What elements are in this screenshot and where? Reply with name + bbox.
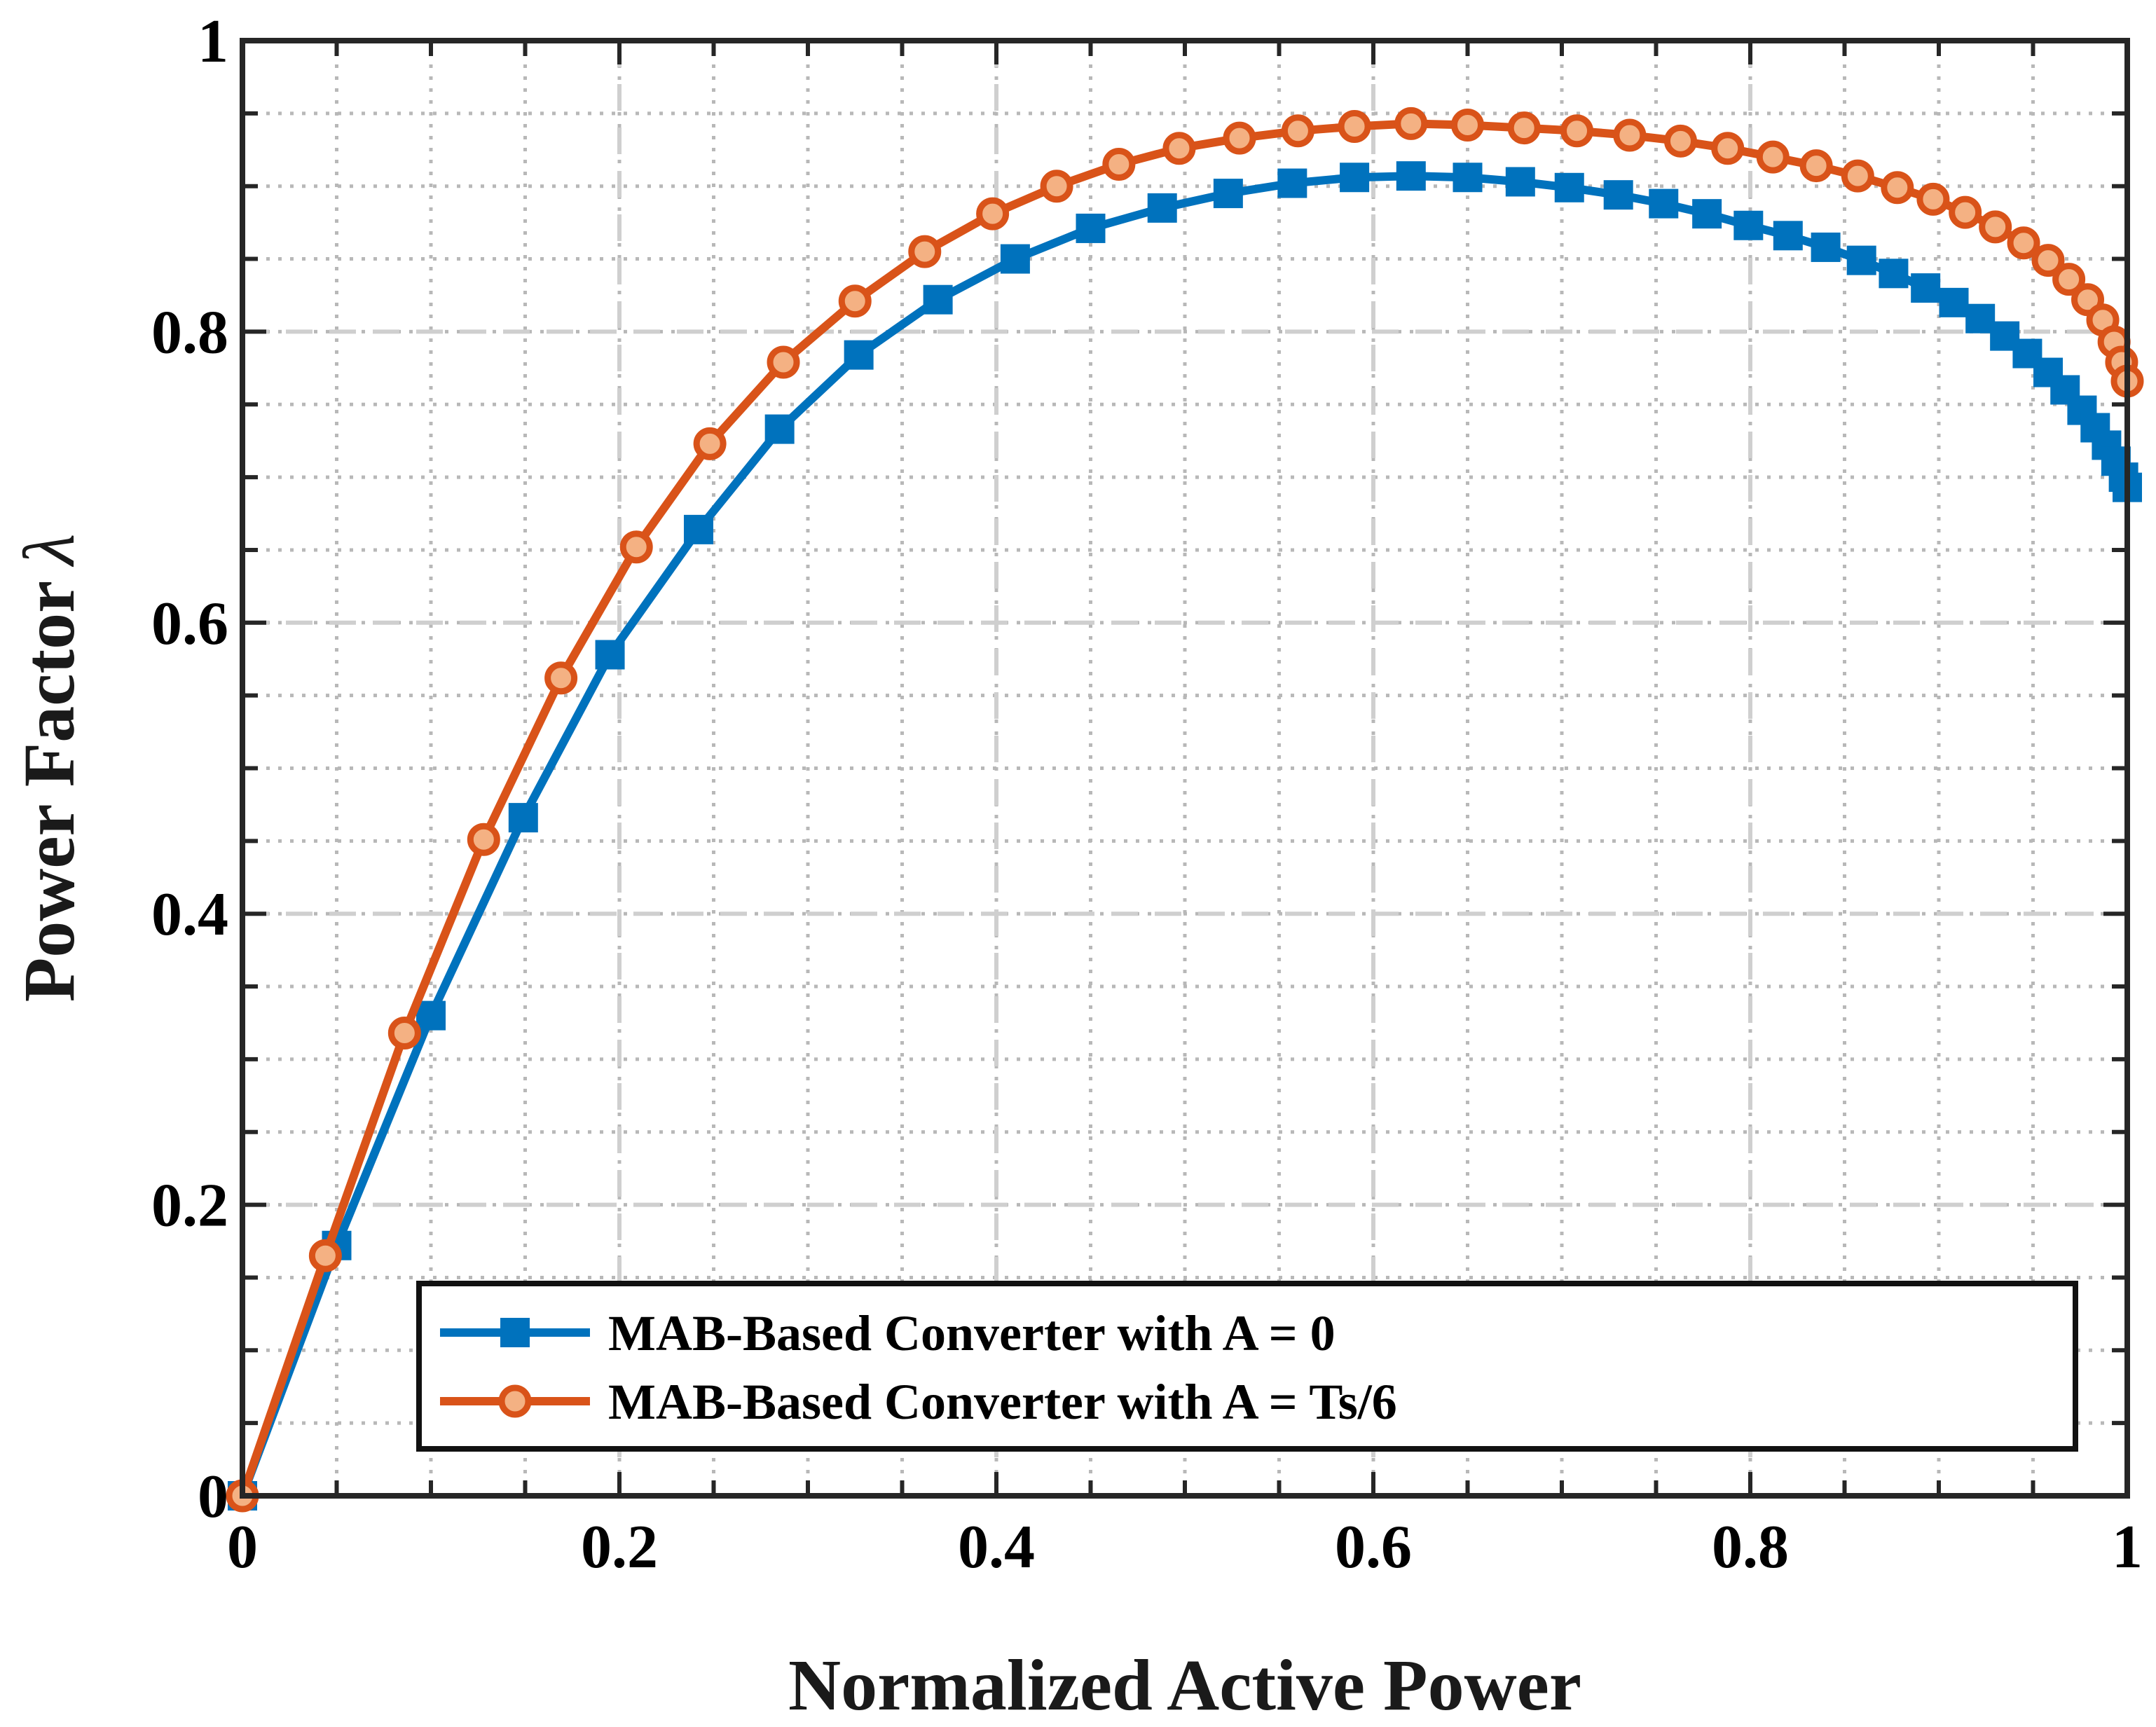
- legend: MAB-Based Converter with A = 0 MAB-Based…: [416, 1281, 2078, 1452]
- data-point-circle: [1560, 114, 1594, 148]
- data-point-square: [1396, 161, 1426, 191]
- legend-label-ats6: MAB-Based Converter with A = Ts/6: [608, 1374, 1397, 1430]
- data-point-square: [416, 1000, 446, 1031]
- y-tick-label: 0: [198, 1463, 228, 1531]
- data-point-circle: [544, 661, 578, 695]
- data-point-circle: [1799, 149, 1833, 183]
- data-point-circle: [387, 1017, 421, 1050]
- data-point-square: [1879, 259, 1909, 289]
- data-point-square: [1939, 287, 1969, 317]
- y-tick-label: 1: [198, 8, 228, 76]
- data-point-circle: [1040, 170, 1073, 203]
- series-2: [226, 106, 2144, 1513]
- y-tick-label: 0.2: [151, 1172, 228, 1240]
- data-point-square: [923, 284, 953, 315]
- data-point-circle: [838, 284, 872, 318]
- data-point-circle: [693, 427, 727, 460]
- series-1: [228, 161, 2142, 1511]
- data-point-circle: [1756, 140, 1790, 174]
- data-point-square: [1692, 199, 1722, 229]
- data-point-circle: [1451, 108, 1484, 142]
- data-point-square: [1000, 244, 1030, 274]
- data-point-circle: [1394, 106, 1428, 140]
- plot-frame: [240, 38, 2130, 1499]
- data-point-circle: [1711, 132, 1745, 165]
- x-tick-label: 0: [227, 1513, 258, 1581]
- data-point-square: [1340, 163, 1370, 193]
- data-point-square: [1733, 210, 1764, 240]
- data-point-square: [1773, 221, 1803, 251]
- y-axis-title: Power Factor λ: [9, 534, 90, 1003]
- data-point-circle: [767, 345, 800, 379]
- data-point-circle: [1979, 210, 2012, 244]
- data-point-square: [1649, 188, 1679, 219]
- data-point-square: [1811, 232, 1841, 262]
- data-point-circle: [2007, 226, 2040, 260]
- data-point-circle: [1102, 148, 1136, 181]
- data-point-circle: [1881, 171, 1914, 205]
- data-point-square: [764, 414, 795, 444]
- data-point-circle: [619, 530, 653, 564]
- data-point-circle: [2031, 244, 2065, 277]
- data-point-square: [1911, 273, 1941, 303]
- data-point-circle: [976, 197, 1010, 231]
- series-layer: [226, 106, 2144, 1513]
- data-point-circle: [1613, 118, 1647, 152]
- x-tick-label: 0.2: [581, 1513, 658, 1581]
- legend-box: [416, 1281, 2078, 1452]
- data-point-square: [1453, 163, 1483, 193]
- data-point-square: [844, 340, 874, 370]
- data-point-circle: [1162, 132, 1196, 165]
- data-point-circle: [467, 823, 500, 856]
- data-point-circle: [1916, 182, 1950, 216]
- x-tick-label: 0.6: [1335, 1513, 1412, 1581]
- data-point-square: [683, 514, 713, 544]
- y-axis-title-label: Power Factor: [9, 581, 90, 1003]
- data-point-circle: [1507, 111, 1541, 145]
- legend-marker-orange: [498, 1384, 532, 1418]
- data-point-circle: [1949, 195, 1982, 229]
- y-tick-label: 0.8: [151, 298, 228, 366]
- data-point-square: [1603, 180, 1633, 210]
- data-point-square: [1554, 172, 1584, 202]
- data-point-square: [1277, 168, 1307, 198]
- y-tick-label: 0.4: [151, 881, 228, 949]
- legend-marker-blue: [500, 1318, 530, 1347]
- data-point-circle: [308, 1239, 342, 1272]
- data-point-circle: [1663, 124, 1697, 158]
- y-tick-label: 0.6: [151, 590, 228, 658]
- tick-labels: 0 0.2 0.4 0.6 0.8 1 0 0.2 0.4 0.6 0.8 1: [151, 8, 2143, 1581]
- data-point-circle: [1281, 114, 1314, 148]
- data-point-square: [1147, 193, 1177, 223]
- data-point-circle: [908, 235, 942, 268]
- x-tick-label: 1: [2112, 1513, 2143, 1581]
- x-axis-title: Normalized Active Power: [788, 1645, 1581, 1726]
- data-point-square: [1213, 179, 1243, 209]
- data-point-circle: [1223, 121, 1256, 155]
- legend-label-a0: MAB-Based Converter with A = 0: [608, 1305, 1336, 1361]
- data-point-square: [1846, 245, 1876, 275]
- data-point-circle: [1841, 159, 1874, 193]
- x-tick-label: 0.8: [1712, 1513, 1789, 1581]
- data-point-circle: [1338, 110, 1371, 144]
- data-point-square: [1076, 213, 1106, 243]
- x-tick-label: 0.4: [958, 1513, 1035, 1581]
- data-point-circle: [2052, 263, 2086, 296]
- data-point-square: [508, 803, 538, 833]
- data-point-square: [1505, 167, 1535, 197]
- data-point-square: [595, 640, 625, 670]
- y-axis-title-symbol: λ: [9, 534, 90, 567]
